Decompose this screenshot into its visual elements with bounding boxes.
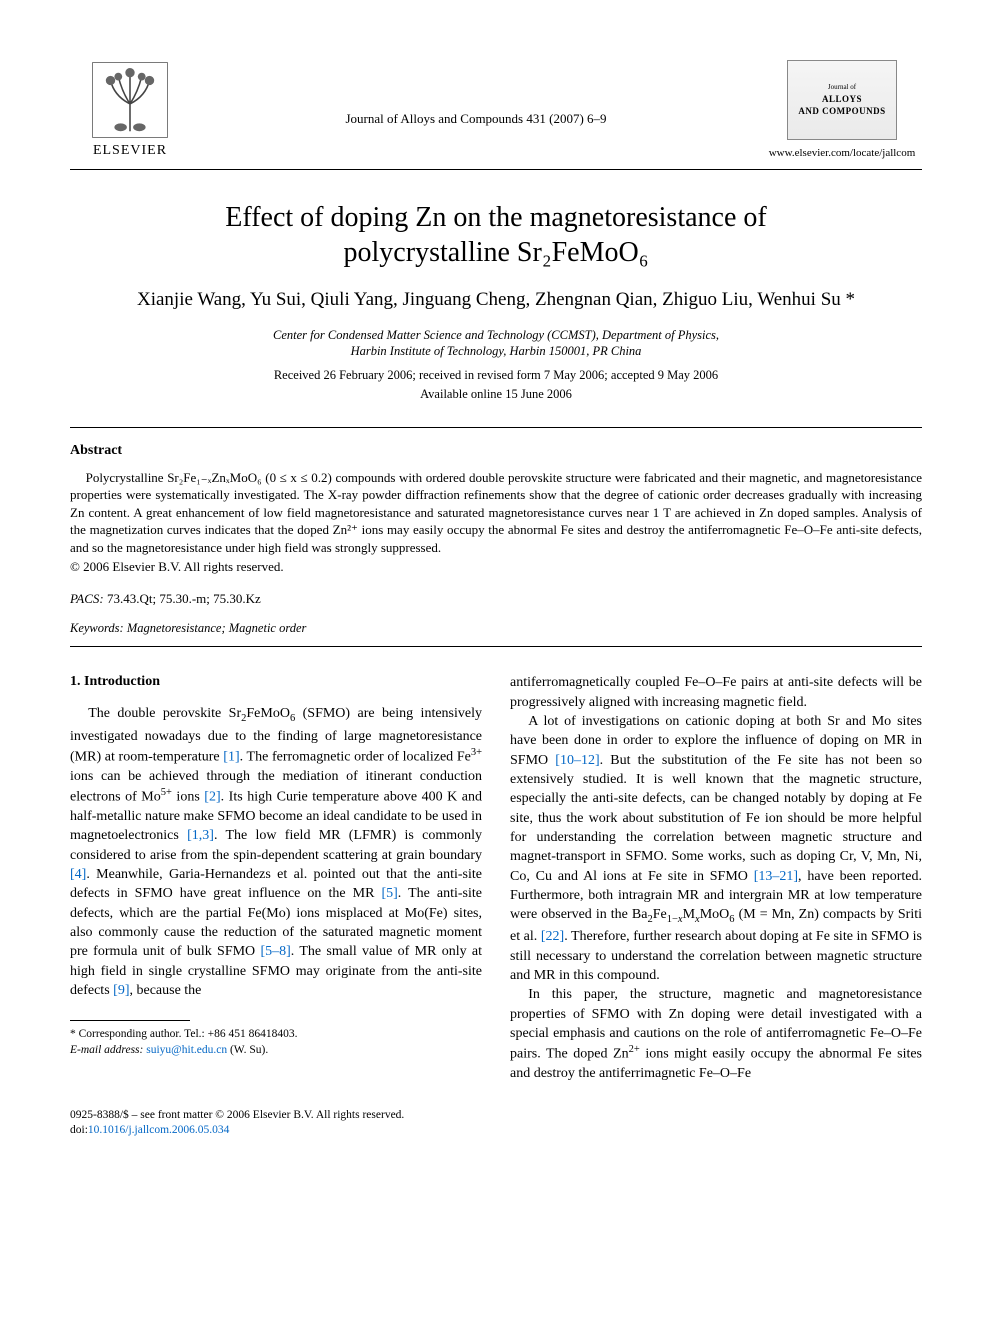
citation-link[interactable]: [4]	[70, 867, 86, 882]
journal-cover-title: ALLOYS AND COMPOUNDS	[798, 93, 885, 117]
journal-cover-smalltext: Journal of	[828, 83, 856, 92]
corr-author-line: * Corresponding author. Tel.: +86 451 86…	[70, 1027, 482, 1043]
citation-link[interactable]: [1]	[223, 750, 239, 765]
pacs-line: PACS: 73.43.Qt; 75.30.-m; 75.30.Kz	[70, 590, 922, 608]
citation-link[interactable]: [10–12]	[555, 753, 599, 768]
abstract-text: Polycrystalline Sr₂Fe₁₋ₓZnₓMoO₆ (0 ≤ x ≤…	[70, 469, 922, 557]
header: ELSEVIER Journal of Alloys and Compounds…	[70, 60, 922, 161]
citation-link[interactable]: [9]	[113, 983, 129, 998]
paragraph: The double perovskite Sr2FeMoO6 (SFMO) a…	[70, 704, 482, 1000]
affiliation: Center for Condensed Matter Science and …	[70, 327, 922, 360]
keywords-label: Keywords:	[70, 621, 124, 635]
keywords-line: Keywords: Magnetoresistance; Magnetic or…	[70, 620, 922, 637]
journal-cover-block: Journal of ALLOYS AND COMPOUNDS www.else…	[762, 60, 922, 161]
article-title: Effect of doping Zn on the magnetoresist…	[150, 200, 842, 270]
available-online: Available online 15 June 2006	[70, 386, 922, 403]
article-dates: Received 26 February 2006; received in r…	[70, 367, 922, 384]
email-label: E-mail address:	[70, 1044, 143, 1056]
journal-url[interactable]: www.elsevier.com/locate/jallcom	[769, 146, 916, 161]
email-suffix: (W. Su).	[230, 1044, 268, 1056]
journal-reference: Journal of Alloys and Compounds 431 (200…	[190, 60, 762, 128]
page-footer: 0925-8388/$ – see front matter © 2006 El…	[70, 1108, 922, 1139]
elsevier-tree-icon	[90, 60, 170, 140]
publisher-label: ELSEVIER	[93, 142, 167, 161]
citation-link[interactable]: [13–21]	[754, 869, 798, 884]
abstract-top-rule	[70, 427, 922, 428]
paragraph: antiferromagnetically coupled Fe–O–Fe pa…	[510, 673, 922, 712]
journal-cover-icon: Journal of ALLOYS AND COMPOUNDS	[787, 60, 897, 140]
corr-email-line: E-mail address: suiyu@hit.edu.cn (W. Su)…	[70, 1043, 482, 1059]
email-link[interactable]: suiyu@hit.edu.cn	[146, 1044, 227, 1056]
abstract-copyright: © 2006 Elsevier B.V. All rights reserved…	[70, 558, 922, 576]
footer-doi-line: doi:10.1016/j.jallcom.2006.05.034	[70, 1123, 922, 1139]
pacs-label: PACS:	[70, 591, 104, 606]
abstract-bottom-rule	[70, 646, 922, 647]
body-columns: 1. Introduction The double perovskite Sr…	[70, 673, 922, 1083]
doi-link[interactable]: 10.1016/j.jallcom.2006.05.034	[88, 1124, 230, 1136]
paragraph: A lot of investigations on cationic dopi…	[510, 712, 922, 985]
doi-label: doi:	[70, 1124, 88, 1136]
paragraph: In this paper, the structure, magnetic a…	[510, 985, 922, 1083]
section-heading: 1. Introduction	[70, 673, 482, 692]
citation-link[interactable]: [5–8]	[260, 944, 290, 959]
keywords-terms: Magnetoresistance; Magnetic order	[127, 621, 307, 635]
footnote-rule	[70, 1020, 190, 1021]
authors: Xianjie Wang, Yu Sui, Qiuli Yang, Jingua…	[70, 288, 922, 313]
footer-copyright: 0925-8388/$ – see front matter © 2006 El…	[70, 1108, 922, 1124]
corresponding-footnote: * Corresponding author. Tel.: +86 451 86…	[70, 1027, 482, 1058]
header-rule	[70, 169, 922, 170]
publisher-block: ELSEVIER	[70, 60, 190, 161]
pacs-codes: 73.43.Qt; 75.30.-m; 75.30.Kz	[107, 591, 261, 606]
citation-link[interactable]: [1,3]	[187, 828, 214, 843]
column-right: antiferromagnetically coupled Fe–O–Fe pa…	[510, 673, 922, 1083]
abstract-heading: Abstract	[70, 442, 922, 461]
column-left: 1. Introduction The double perovskite Sr…	[70, 673, 482, 1083]
citation-link[interactable]: [2]	[204, 790, 220, 805]
citation-link[interactable]: [22]	[541, 929, 564, 944]
page: ELSEVIER Journal of Alloys and Compounds…	[0, 0, 992, 1179]
citation-link[interactable]: [5]	[381, 886, 397, 901]
